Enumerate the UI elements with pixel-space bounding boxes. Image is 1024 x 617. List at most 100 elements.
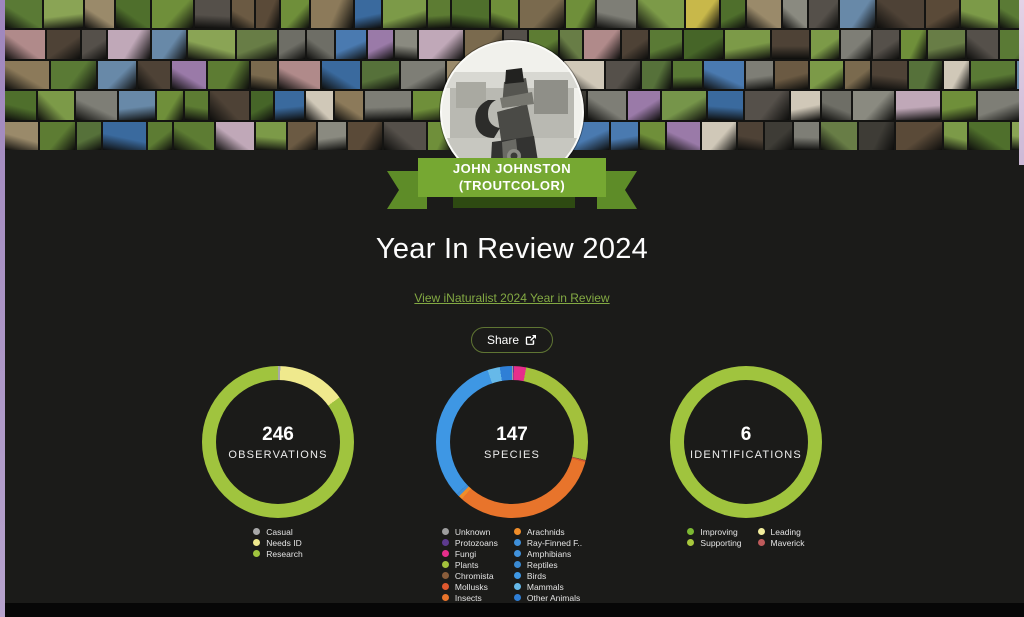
legend-item: Reptiles <box>513 559 582 570</box>
mosaic-photo-tile <box>256 121 286 150</box>
mosaic-photo-tile <box>909 60 942 90</box>
mosaic-photo-tile <box>650 30 682 59</box>
mosaic-photo-tile <box>628 91 660 120</box>
legend-item-label: Leading <box>770 526 801 537</box>
mosaic-photo-tile <box>40 121 75 150</box>
mosaic-photo-tile <box>195 0 230 29</box>
mosaic-photo-tile <box>335 91 363 120</box>
mosaic-photo-tile <box>560 30 582 59</box>
species-donut-center: 147 SPECIES <box>436 366 588 518</box>
mosaic-photo-tile <box>746 60 773 90</box>
legend-item: Leading <box>757 526 805 537</box>
mosaic-photo-tile <box>845 60 870 90</box>
mosaic-photo-tile <box>926 0 959 29</box>
photo-mosaic-banner <box>5 0 1019 150</box>
legend-column: Improving Supporting <box>687 526 742 548</box>
legend-dot <box>441 528 449 535</box>
mosaic-row <box>5 121 1019 150</box>
legend-item-label: Arachnids <box>526 526 565 537</box>
mosaic-photo-tile <box>622 30 648 59</box>
legend-item: Amphibians <box>513 548 582 559</box>
legend-item: Supporting <box>687 537 742 548</box>
legend-dot <box>441 539 449 546</box>
mosaic-photo-tile <box>822 91 851 120</box>
year-in-review-link[interactable]: View iNaturalist 2024 Year in Review <box>414 291 610 305</box>
mosaic-photo-tile <box>1017 60 1019 90</box>
mosaic-photo-tile <box>725 30 770 59</box>
mosaic-photo-tile <box>82 30 106 59</box>
legend-item: Fungi <box>441 548 498 559</box>
legend-item-label: Other Animals <box>526 592 581 603</box>
legend-item-label: Needs ID <box>266 537 302 548</box>
legend-item-label: Fungi <box>454 548 477 559</box>
legend-dot <box>253 528 261 535</box>
mosaic-photo-tile <box>606 60 640 90</box>
mosaic-photo-tile <box>775 60 808 90</box>
mosaic-photo-tile <box>662 91 706 120</box>
mosaic-photo-tile <box>275 91 304 120</box>
species-donut[interactable]: 147 SPECIES <box>436 366 588 518</box>
mosaic-photo-tile <box>640 121 665 150</box>
mosaic-photo-tile <box>944 121 967 150</box>
mosaic-photo-tile <box>307 30 334 59</box>
mosaic-photo-tile <box>747 0 781 29</box>
ribbon-tail <box>453 197 575 208</box>
mosaic-photo-tile <box>783 0 807 29</box>
legend-item: Research <box>253 548 303 559</box>
mosaic-photo-tile <box>704 60 744 90</box>
mosaic-photo-tile <box>809 0 838 29</box>
mosaic-photo-tile <box>336 30 366 59</box>
legend-dot <box>513 561 521 568</box>
mosaic-photo-tile <box>174 121 214 150</box>
mosaic-photo-tile <box>138 60 170 90</box>
mosaic-photo-tile <box>853 91 894 120</box>
share-button[interactable]: Share <box>470 327 554 353</box>
identifications-donut-center: 6 IDENTIFICATIONS <box>670 366 822 518</box>
legend-item-label: Improving <box>700 526 738 537</box>
mosaic-photo-tile <box>840 0 875 29</box>
legend-item: Other Animals <box>513 592 582 603</box>
mosaic-photo-tile <box>721 0 745 29</box>
mosaic-photo-tile <box>872 60 907 90</box>
mosaic-photo-tile <box>961 0 998 29</box>
identifications-donut[interactable]: 6 IDENTIFICATIONS <box>670 366 822 518</box>
legend-dot <box>441 550 449 557</box>
identifications-count: 6 <box>740 423 752 445</box>
mosaic-photo-tile <box>210 91 249 120</box>
mosaic-photo-tile <box>188 30 235 59</box>
mosaic-photo-tile <box>5 0 42 29</box>
legend-dot <box>513 594 521 601</box>
observations-donut-center: 246 OBSERVATIONS <box>202 366 354 518</box>
legend-column: Arachnids Ray-Finned F.. Amphibians Reptile… <box>513 526 582 603</box>
mosaic-photo-tile <box>5 91 36 120</box>
mosaic-photo-tile <box>896 91 940 120</box>
mosaic-photo-tile <box>944 60 969 90</box>
legend-item: Unknown <box>441 526 498 537</box>
legend-dot <box>513 528 521 535</box>
legend-item-label: Amphibians <box>526 548 572 559</box>
ribbon-band: JOHN JOHNSTON (TROUTCOLOR) <box>418 158 606 197</box>
mosaic-photo-tile <box>383 0 426 29</box>
mosaic-photo-tile <box>279 60 320 90</box>
mosaic-photo-tile <box>51 60 96 90</box>
mosaic-photo-tile <box>969 121 1010 150</box>
legend-item: Maverick <box>757 537 805 548</box>
mosaic-photo-tile <box>306 91 333 120</box>
species-count: 147 <box>496 423 528 445</box>
legend-dot <box>441 594 449 601</box>
mosaic-photo-tile <box>452 0 489 29</box>
observations-donut[interactable]: 246 OBSERVATIONS <box>202 366 354 518</box>
mosaic-photo-tile <box>765 121 792 150</box>
legend-dot <box>513 550 521 557</box>
legend-dot <box>253 539 261 546</box>
mosaic-photo-tile <box>597 0 636 29</box>
species-label: SPECIES <box>483 448 541 461</box>
mosaic-photo-tile <box>251 91 273 120</box>
observations-legend: Casual Needs ID Research <box>253 526 303 559</box>
mosaic-photo-tile <box>47 30 80 59</box>
legend-dot <box>441 572 449 579</box>
mosaic-row <box>5 60 1019 90</box>
mosaic-photo-tile <box>1012 121 1019 150</box>
mosaic-photo-tile <box>281 0 309 29</box>
legend-item-label: Casual <box>266 526 293 537</box>
